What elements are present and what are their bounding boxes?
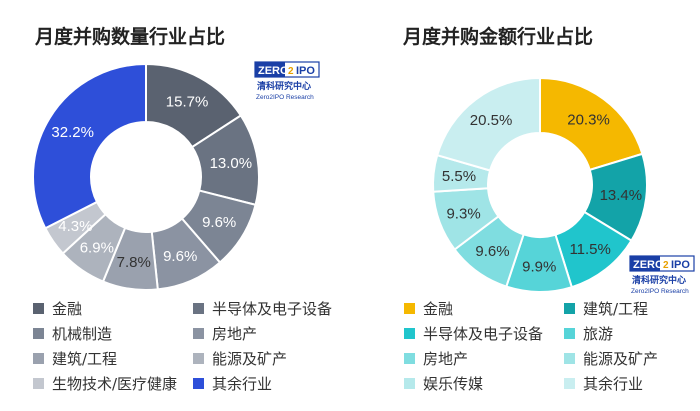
legend-swatch [33,328,44,339]
zero2ipo-logo-left: ZERO 2 IPO 清科研究中心 Zero2IPO Research [254,61,320,101]
legend-label: 建筑/工程 [583,300,648,318]
slice-data-label: 13.4% [600,187,643,204]
legend-label: 其余行业 [583,375,643,393]
legend-label: 机械制造 [52,325,112,343]
chart-right: 月度并购金额行业占比 20.3% 13.4% 11.5% 9.9% 9.6% 9.3% 5.… [402,25,658,393]
legend-swatch [193,328,204,339]
slice-data-label: 6.9% [80,240,114,257]
legend-label: 建筑/工程 [52,350,117,368]
logo-mark-right-text: IPO [671,259,690,271]
logo-cn-text: 清科研究中心 [257,80,311,92]
slice-data-label: 13.0% [210,155,253,172]
slice-data-label: 9.6% [202,214,236,231]
legend-label: 其余行业 [212,375,272,393]
logo-en-text: Zero2IPO Research [256,94,314,101]
donut-slice [436,76,541,172]
legend-swatch [564,353,575,364]
legend-swatch [193,353,204,364]
logo-en-text: Zero2IPO Research [631,288,689,295]
donut-slice [32,62,147,230]
legend-label: 旅游 [583,325,613,343]
legend-swatch [193,303,204,314]
legend-swatch [33,378,44,389]
chart-left: 月度并购数量行业占比 15.7% 13.0% 9.6% 9.6% 7.8%6.9% 4.3… [32,25,332,393]
legend-swatch [404,353,415,364]
slice-data-label: 9.6% [475,243,509,260]
slice-data-label: 9.6% [163,248,197,265]
chart-title-left: 月度并购数量行业占比 [34,25,225,48]
legend-swatch [193,378,204,389]
legend-swatch [404,328,415,339]
legend-swatch [564,328,575,339]
donut-right [432,76,648,293]
slice-data-label: 32.2% [51,124,94,141]
legend-swatch [564,303,575,314]
slice-labels-right: 20.3% 13.4% 11.5% 9.9% 9.6% 9.3% 5.5% 20.5% [442,112,642,276]
slice-data-label: 20.5% [470,112,513,129]
slice-data-label: 5.5% [442,168,476,185]
legend-swatch [33,303,44,314]
legend-label: 能源及矿产 [583,350,658,368]
legend-swatch [564,378,575,389]
logo-mark-digit: 2 [288,66,294,77]
legend-swatch [404,378,415,389]
legend-label: 能源及矿产 [212,350,287,368]
donut-left [32,62,260,291]
legend-label: 房地产 [423,350,468,368]
logo-mark-left-text: ZERO [258,65,289,77]
legend-label: 金融 [52,300,82,318]
slice-data-label: 15.7% [166,93,209,110]
slice-labels-left: 15.7% 13.0% 9.6% 9.6% 7.8%6.9% 4.3% 32.2% [51,93,252,271]
logo-mark-left-text: ZERO [633,259,664,271]
legend-swatch [33,353,44,364]
logo-mark-fill [630,256,660,271]
legend-label: 娱乐传媒 [423,375,483,393]
slice-data-label: 9.3% [446,205,480,222]
logo-mark-digit: 2 [663,260,669,271]
legend-label: 房地产 [212,325,257,343]
chart-title-right: 月度并购金额行业占比 [402,25,593,48]
legend-label: 金融 [423,300,453,318]
logo-cn-text: 清科研究中心 [632,274,686,286]
legend-swatch [404,303,415,314]
logo-mark-right-text: IPO [296,65,315,77]
slice-data-label: 11.5% [569,241,610,258]
slice-data-label: 7.8% [117,254,151,271]
legend-label: 半导体及电子设备 [423,325,543,343]
zero2ipo-logo-right: ZERO 2 IPO 清科研究中心 Zero2IPO Research [629,255,695,295]
slice-data-label: 20.3% [567,112,610,129]
slice-data-label: 9.9% [522,258,556,275]
legend-label: 生物技术/医疗健康 [52,375,177,393]
slice-data-label: 4.3% [58,218,92,235]
legend-label: 半导体及电子设备 [212,300,332,318]
logo-mark-fill [255,62,285,77]
